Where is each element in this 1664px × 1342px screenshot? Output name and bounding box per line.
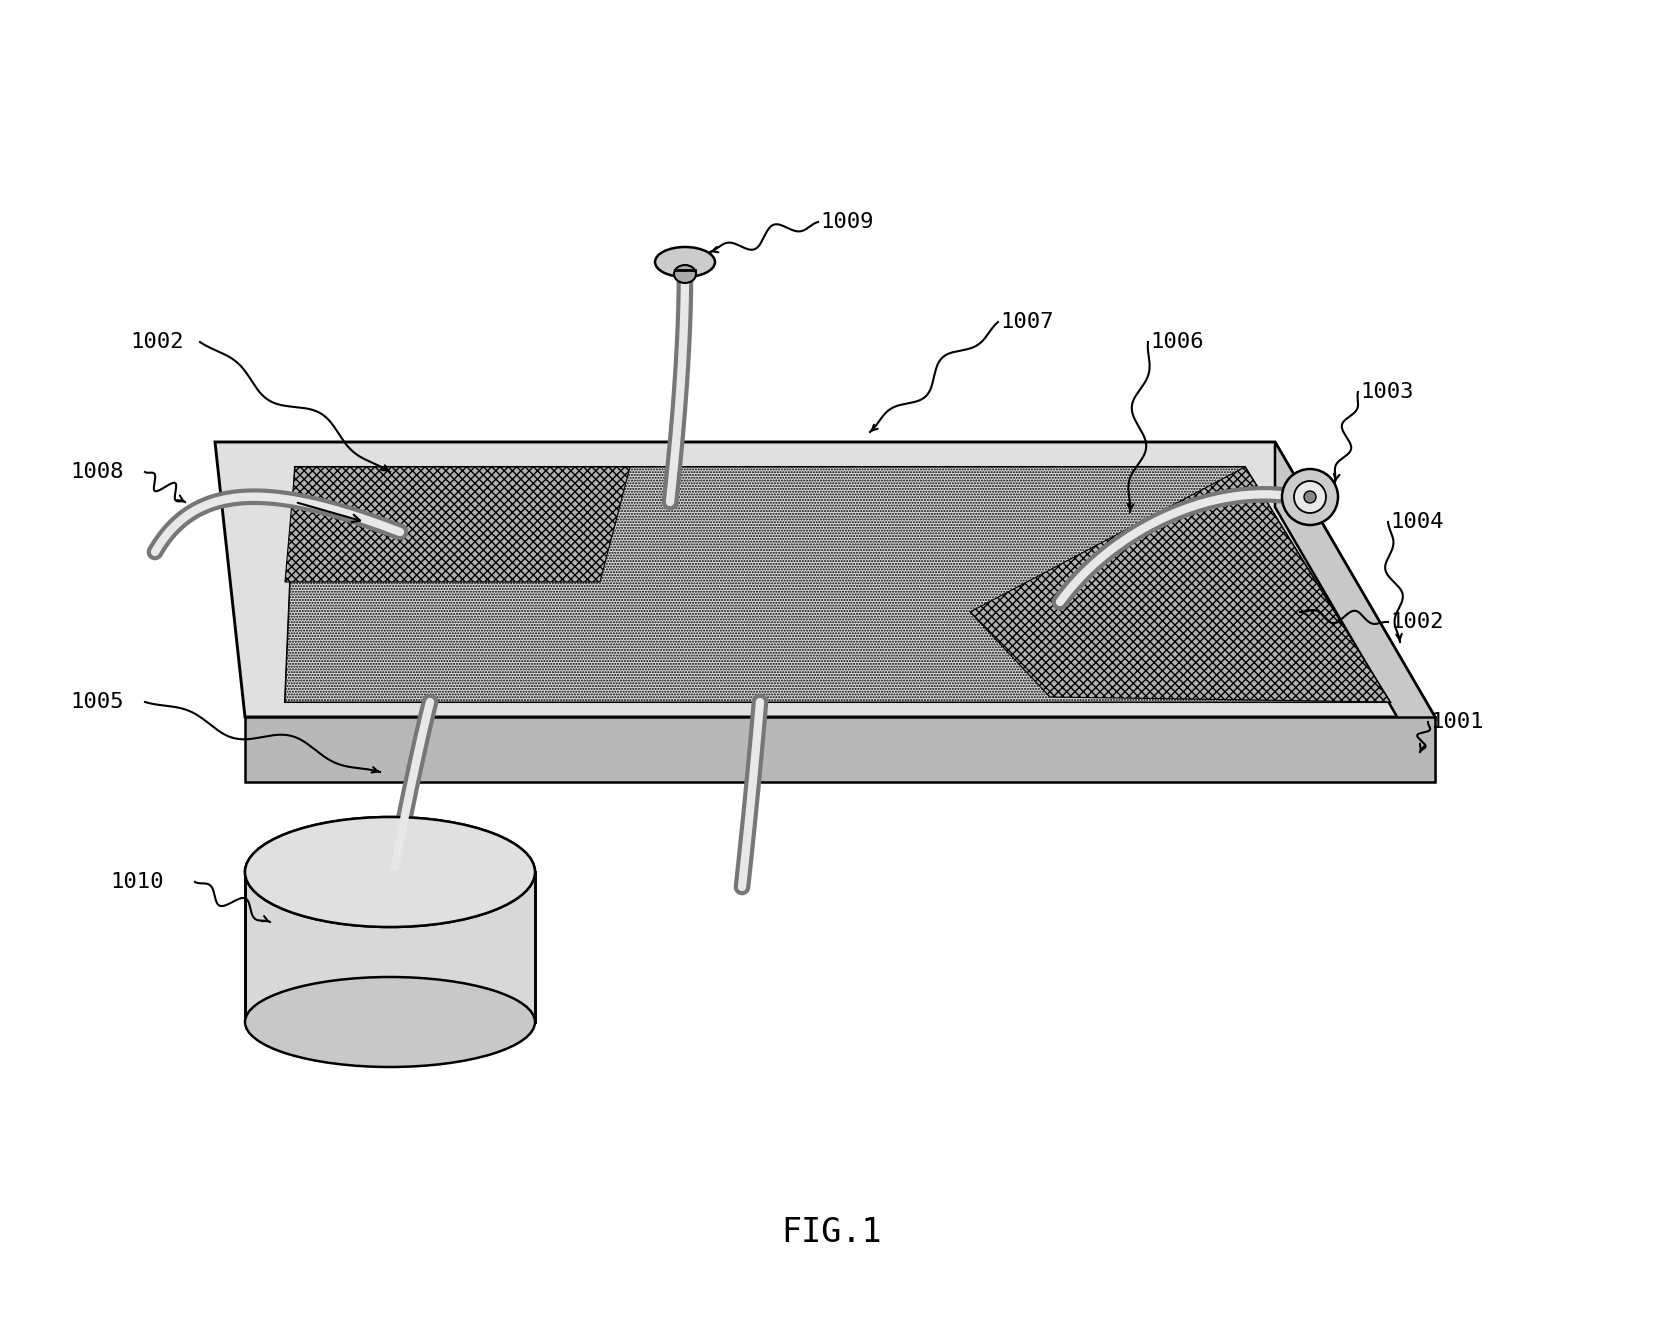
Text: 1009: 1009: [819, 212, 874, 232]
Ellipse shape: [674, 264, 696, 283]
Polygon shape: [245, 872, 534, 1023]
Text: FIG.1: FIG.1: [780, 1216, 882, 1248]
Polygon shape: [245, 717, 1434, 782]
Circle shape: [1303, 491, 1315, 503]
Polygon shape: [285, 467, 1389, 702]
Polygon shape: [970, 467, 1389, 702]
Text: 1005: 1005: [70, 692, 123, 713]
Ellipse shape: [654, 247, 714, 276]
Text: 1004: 1004: [1389, 513, 1443, 531]
Polygon shape: [1275, 442, 1434, 782]
Text: 1006: 1006: [1150, 331, 1203, 352]
Text: 1003: 1003: [1359, 382, 1413, 403]
Ellipse shape: [245, 977, 534, 1067]
Polygon shape: [215, 442, 1434, 717]
Text: 1002: 1002: [130, 331, 183, 352]
Text: 1010: 1010: [110, 872, 163, 892]
Circle shape: [1281, 468, 1338, 525]
Text: 1001: 1001: [1429, 713, 1483, 731]
Text: 1008: 1008: [70, 462, 123, 482]
Polygon shape: [285, 467, 1389, 702]
Polygon shape: [285, 467, 629, 582]
Ellipse shape: [245, 817, 534, 927]
Text: 1007: 1007: [1000, 311, 1053, 331]
Text: 1002: 1002: [1389, 612, 1443, 632]
Circle shape: [1293, 480, 1325, 513]
Ellipse shape: [245, 817, 534, 927]
